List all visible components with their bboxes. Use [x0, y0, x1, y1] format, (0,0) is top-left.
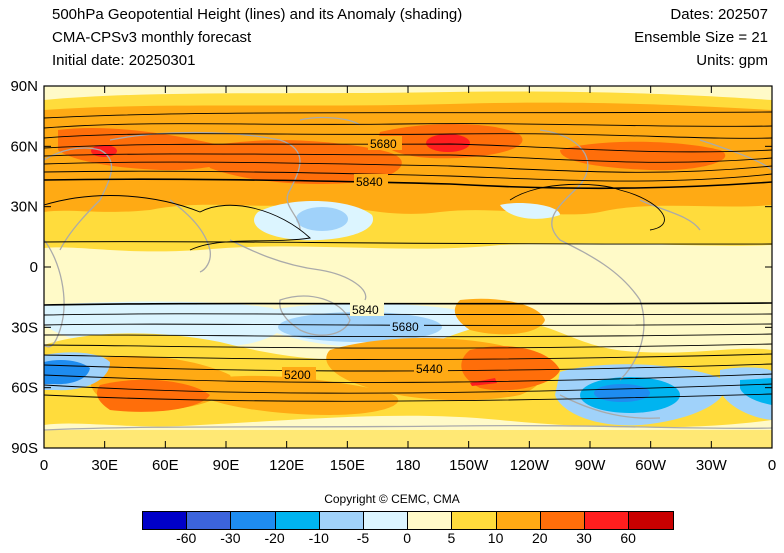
colorbar-swatch: [143, 512, 188, 529]
colorbar-swatch: [363, 512, 409, 529]
ensemble-size: Ensemble Size = 21: [634, 29, 768, 46]
y-tick-label: 30N: [10, 199, 38, 216]
initial-date: Initial date: 20250301: [52, 52, 196, 69]
contour-label: 5680: [392, 320, 419, 334]
x-tick-label: 60W: [635, 457, 667, 474]
colorbar-swatch: [540, 512, 585, 529]
colorbar-label: 10: [487, 530, 504, 546]
anomaly-map: 5680 5840 5840 5680 5200 5440 90N60N30N0…: [10, 78, 776, 474]
coastlines: [44, 116, 772, 431]
x-tick-label: 0: [40, 457, 48, 474]
copyright-text: Copyright © CEMC, CMA: [324, 492, 460, 506]
x-tick-label: 120E: [269, 457, 304, 474]
y-tick-label: 0: [30, 259, 38, 276]
contour-label-group: 5680 5840 5840 5680 5200 5440: [282, 136, 448, 382]
colorbar-swatch: [452, 512, 497, 529]
colorbar-label: -60: [176, 530, 197, 546]
contour-label: 5840: [356, 175, 383, 189]
x-tick-label: 90E: [213, 457, 240, 474]
y-tick-label: 60N: [10, 138, 38, 155]
contour-label: 5680: [370, 137, 397, 151]
colorbar-swatch: [408, 512, 453, 529]
x-tick-label: 180: [395, 457, 420, 474]
anomaly-shading: [44, 86, 772, 448]
colorbar-label: 5: [447, 530, 456, 546]
colorbar-swatch: [187, 512, 232, 529]
x-tick-label: 120W: [510, 457, 550, 474]
colorbar-swatch: [629, 512, 674, 529]
colorbar-label: 20: [532, 530, 548, 546]
chart-title: 500hPa Geopotential Height (lines) and i…: [52, 6, 463, 23]
y-tick-label: 30S: [11, 319, 38, 336]
colorbar-swatch: [231, 512, 276, 529]
x-tick-label: 150E: [330, 457, 365, 474]
colorbar-label: -30: [220, 530, 241, 546]
contour-label: 5440: [416, 362, 443, 376]
height-contours: [44, 111, 772, 402]
colorbar-swatch: [584, 512, 630, 529]
y-tick-label: 60S: [11, 380, 38, 397]
x-tick-label: 0: [768, 457, 776, 474]
colorbar-swatch: [319, 512, 364, 529]
colorbar-label: -5: [356, 530, 370, 546]
colorbar-label: -10: [308, 530, 329, 546]
contour-label: 5840: [352, 303, 379, 317]
x-tick-label: 60E: [152, 457, 179, 474]
colorbar-swatch: [496, 512, 541, 529]
colorbar-label: -20: [264, 530, 285, 546]
colorbar: [142, 511, 675, 530]
model-name: CMA-CPSv3 monthly forecast: [52, 29, 252, 46]
units-label: Units: gpm: [696, 52, 768, 69]
colorbar-label: 0: [403, 530, 412, 546]
x-tick-label: 30E: [91, 457, 118, 474]
x-tick-label: 90W: [575, 457, 607, 474]
x-tick-label: 150W: [449, 457, 489, 474]
contour-label: 5200: [284, 368, 311, 382]
colorbar-swatch: [275, 512, 320, 529]
y-tick-label: 90N: [10, 78, 38, 95]
y-tick-label: 90S: [11, 440, 38, 457]
forecast-dates: Dates: 202507: [670, 6, 768, 23]
x-tick-label: 30W: [696, 457, 728, 474]
colorbar-labels: -60 -30 -20 -10 -5 0 5 10 20 30 60: [142, 530, 682, 548]
colorbar-label: 30: [576, 530, 592, 546]
colorbar-label: 60: [620, 530, 636, 546]
